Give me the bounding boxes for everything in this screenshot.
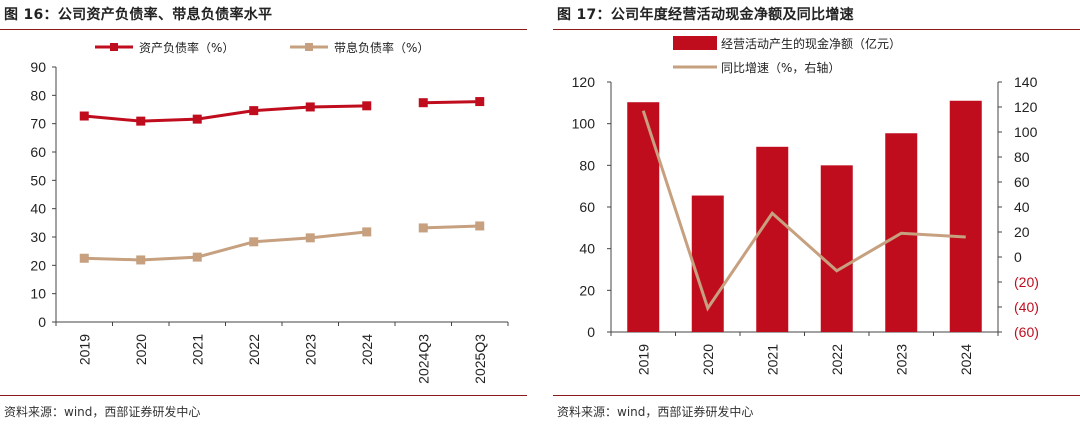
y-tick-label: 70	[30, 116, 46, 132]
data-point	[475, 97, 485, 107]
data-point	[79, 111, 89, 121]
series-line	[641, 110, 966, 312]
y-tick-label: 80	[30, 87, 46, 103]
y-tick-label: 40	[30, 201, 46, 217]
y-tick-label-right: (20)	[1014, 274, 1039, 290]
legend-label: 资产负债率（%）	[139, 40, 234, 55]
data-point	[362, 227, 372, 237]
y-tick-label-right: (60)	[1014, 324, 1039, 340]
data-point	[136, 255, 146, 265]
data-point	[249, 106, 259, 116]
x-tick-label: 2019	[635, 344, 651, 375]
legend-label: 经营活动产生的现金净额（亿元）	[721, 36, 901, 51]
y-tick-label-right: 120	[1014, 99, 1038, 115]
data-point	[305, 102, 315, 112]
x-tick-label: 2024	[958, 344, 974, 375]
y-tick-label-left: 0	[587, 324, 595, 340]
x-tick-label: 2020	[700, 344, 716, 375]
left-chart-panel: 图 16：公司资产负债率、带息负债率水平 0 10 20 30 40 50 60 70 80 90…	[0, 0, 527, 427]
y-tick-label: 30	[30, 229, 46, 245]
series-line	[84, 230, 367, 262]
y-tick-label-left: 20	[579, 282, 595, 298]
y-tick-label-right: 100	[1014, 124, 1038, 140]
y-tick-label: 90	[30, 59, 46, 75]
x-tick-label: 2023	[893, 344, 909, 375]
data-point	[418, 223, 428, 233]
chart-title: 图 17：公司年度经营活动现金净额及同比增速	[557, 7, 854, 23]
x-tick-label: 2019	[76, 334, 92, 365]
bar	[627, 102, 660, 332]
title-rule	[0, 29, 527, 30]
y-tick-label-left: 60	[579, 199, 595, 215]
x-tick-label: 2021	[764, 344, 780, 375]
bar	[691, 195, 724, 332]
y-tick-label: 20	[30, 257, 46, 273]
legend-marker	[305, 43, 313, 51]
data-point	[192, 114, 202, 124]
right-chart-panel: 图 17：公司年度经营活动现金净额及同比增速 0 20 40 60 80 100 120 (6…	[553, 0, 1080, 427]
data-point	[79, 253, 89, 263]
bar	[949, 100, 982, 332]
source-note: 资料来源：wind，西部证券研发中心	[4, 405, 201, 419]
data-point	[249, 237, 259, 247]
chart-title: 图 16：公司资产负债率、带息负债率水平	[4, 7, 273, 23]
data-point	[136, 116, 146, 126]
y-tick-label-left: 120	[572, 74, 596, 90]
y-tick-label: 10	[30, 286, 46, 302]
data-point	[305, 233, 315, 243]
y-tick-label-right: 0	[1014, 249, 1022, 265]
series-line	[423, 100, 480, 105]
y-tick-label-right: 80	[1014, 149, 1030, 165]
y-tick-label-right: 140	[1014, 74, 1038, 90]
title-rule	[553, 29, 1080, 30]
y-tick-label: 50	[30, 172, 46, 188]
y-tick-label-left: 100	[572, 116, 596, 132]
data-point	[192, 252, 202, 262]
x-tick-label: 2024	[359, 334, 375, 365]
x-tick-label: 2022	[829, 344, 845, 375]
y-tick-label-left: 80	[579, 157, 595, 173]
x-tick-label: 2020	[133, 334, 149, 365]
source-note: 资料来源：wind，西部证券研发中心	[557, 405, 754, 419]
legend-marker	[110, 43, 118, 51]
data-point	[475, 221, 485, 231]
y-tick-label: 0	[38, 314, 46, 330]
y-tick-label-left: 40	[579, 241, 595, 257]
y-tick-label-right: 60	[1014, 174, 1030, 190]
legend-bar-swatch	[673, 36, 717, 50]
x-tick-label: 2023	[302, 334, 318, 365]
y-tick-label-right: (40)	[1014, 299, 1039, 315]
source-rule	[0, 395, 527, 396]
x-tick-label: 2025Q3	[472, 334, 488, 384]
legend-label: 带息负债率（%）	[334, 40, 429, 55]
bar	[756, 146, 789, 332]
bar	[820, 165, 853, 332]
left-chart-canvas: 0 10 20 30 40 50 60 70 80 90 2019 2020 2021 2022 2023 2…	[30, 40, 509, 384]
x-tick-label: 2021	[189, 334, 205, 365]
y-tick-label-right: 20	[1014, 224, 1030, 240]
x-tick-label: 2022	[246, 334, 262, 365]
right-chart-canvas: 0 20 40 60 80 100 120 (60) (40) (20) 0 20 40 60 80 100 1…	[572, 36, 1039, 375]
source-rule	[553, 395, 1080, 396]
series-line	[423, 224, 480, 230]
data-point	[418, 98, 428, 108]
series-line	[84, 104, 367, 123]
legend-label: 同比增速（%，右轴）	[721, 60, 840, 75]
y-tick-label-right: 40	[1014, 199, 1030, 215]
data-point	[362, 101, 372, 111]
x-tick-label: 2024Q3	[415, 334, 431, 384]
y-tick-label: 60	[30, 144, 46, 160]
